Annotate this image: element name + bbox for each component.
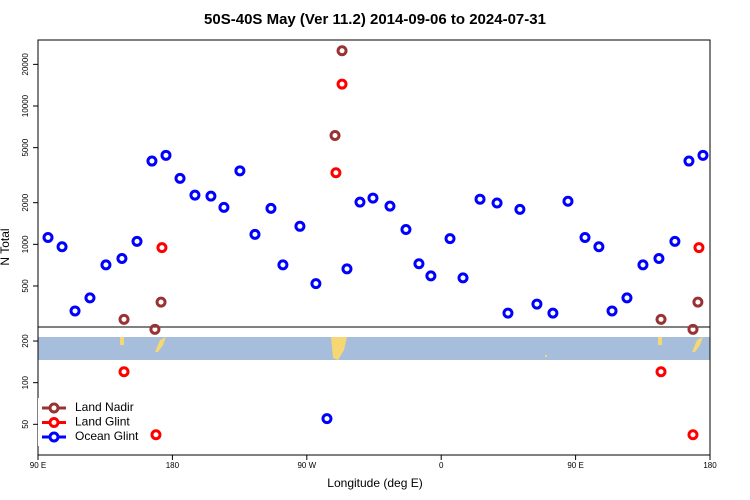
point: [531, 298, 543, 310]
land: [545, 355, 547, 357]
point: [693, 242, 705, 254]
point: [341, 263, 353, 275]
point: [474, 193, 486, 205]
y-tick-label: 1000: [21, 235, 30, 253]
point: [593, 241, 605, 253]
point: [42, 232, 54, 244]
point: [277, 259, 289, 271]
point: [547, 307, 559, 319]
map-strip: [38, 337, 710, 360]
point: [310, 278, 322, 290]
x-tick-label: 90 E: [567, 461, 583, 470]
point: [156, 242, 168, 254]
point: [683, 155, 695, 167]
y-tick-label: 500: [21, 279, 30, 293]
point: [457, 272, 469, 284]
point: [336, 78, 348, 90]
chart-title: 50S-40S May (Ver 11.2) 2014-09-06 to 202…: [204, 11, 546, 28]
point: [692, 296, 704, 308]
point: [400, 224, 412, 236]
point: [502, 307, 514, 319]
x-tick-label: 0: [439, 461, 444, 470]
point: [116, 252, 128, 264]
point: [56, 241, 68, 253]
land: [658, 337, 662, 345]
legend-label: Ocean Glint: [75, 429, 139, 443]
point: [131, 235, 143, 247]
point: [329, 130, 341, 142]
point: [84, 292, 96, 304]
legend-marker: [48, 417, 60, 428]
point: [687, 323, 699, 335]
y-tick-label: 10000: [21, 94, 30, 117]
point: [687, 429, 699, 441]
point: [562, 195, 574, 207]
y-axis-label: N Total: [0, 228, 12, 265]
point: [655, 313, 667, 325]
y-tick-label: 5000: [21, 138, 30, 156]
point: [234, 165, 246, 177]
x-tick-label: 180: [166, 461, 180, 470]
legend-label: Land Glint: [75, 415, 130, 429]
point: [69, 305, 81, 317]
point: [655, 366, 667, 378]
x-tick-label: 90 W: [297, 461, 316, 470]
point: [100, 259, 112, 271]
point: [384, 200, 396, 212]
plot-frame: [37, 39, 711, 456]
point: [354, 196, 366, 208]
legend-label: Land Nadir: [75, 400, 134, 414]
point: [294, 220, 306, 232]
point: [249, 228, 261, 240]
point: [174, 172, 186, 184]
point: [637, 259, 649, 271]
point: [330, 167, 342, 179]
legend-marker: [48, 431, 60, 443]
point: [155, 296, 167, 308]
point: [118, 366, 130, 378]
point: [265, 202, 277, 214]
point: [425, 270, 437, 282]
y-tick-label: 20000: [21, 53, 30, 76]
point: [205, 190, 217, 202]
point: [413, 258, 425, 270]
point: [367, 192, 379, 204]
point: [336, 45, 348, 57]
point: [149, 323, 161, 335]
land: [155, 337, 166, 352]
point: [444, 233, 456, 245]
point: [669, 235, 681, 247]
point: [160, 149, 172, 161]
point: [118, 313, 130, 325]
point: [606, 305, 618, 317]
land: [120, 337, 124, 345]
land: [331, 337, 347, 360]
x-tick-label: 180: [703, 461, 717, 470]
point: [621, 292, 633, 304]
y-tick-label: 200: [21, 334, 30, 348]
point: [697, 149, 709, 161]
point: [218, 201, 230, 213]
point: [579, 232, 591, 244]
legend-marker: [48, 402, 60, 414]
point: [653, 252, 665, 264]
point: [189, 189, 201, 201]
y-tick-label: 50: [21, 419, 30, 428]
land: [692, 337, 703, 352]
x-tick-label: 90 E: [30, 461, 46, 470]
point: [514, 203, 526, 215]
point: [150, 429, 162, 441]
y-tick-label: 100: [21, 375, 30, 389]
point: [321, 413, 333, 425]
x-axis-label: Longitude (deg E): [327, 476, 422, 490]
point: [146, 155, 158, 167]
point: [491, 197, 503, 209]
land-shapes: [120, 337, 703, 360]
y-tick-label: 2000: [21, 193, 30, 211]
